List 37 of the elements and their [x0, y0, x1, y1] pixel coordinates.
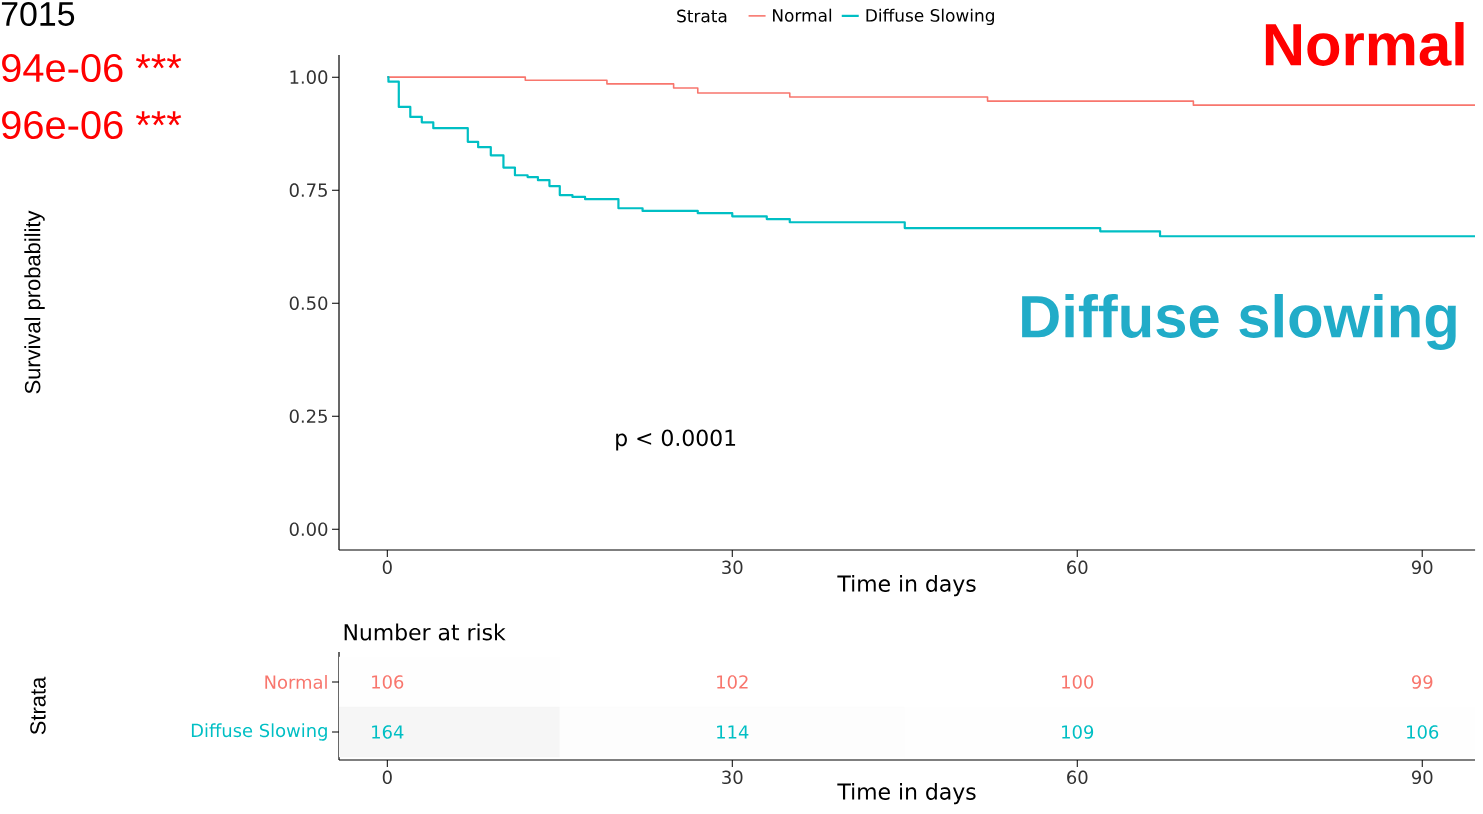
y-tick-label: 0.25: [289, 409, 327, 423]
y-axis-title: Survival probability: [24, 210, 45, 394]
text: 7015: [1, 1, 75, 26]
legend-label: Diffuse Slowing: [866, 8, 994, 26]
data-label: 102: [717, 675, 748, 689]
text: 96e-06 ***: [2, 110, 182, 140]
legend-title: Strata: [677, 9, 727, 23]
data-label: 99: [1411, 675, 1433, 689]
x-tick-label: 90: [1411, 770, 1433, 785]
x-tick-label: 30: [722, 560, 743, 575]
x-tick-label: 30: [722, 770, 743, 785]
annotation: Diffuse slowing: [1022, 294, 1456, 350]
data-label: 106: [372, 675, 404, 689]
y-tick-label: 0.75: [289, 183, 327, 197]
text: 94e-06 ***: [2, 53, 182, 83]
data-label: 106: [1407, 725, 1439, 739]
x-tick-label: 60: [1067, 560, 1088, 575]
y-axis-title: Strata: [30, 676, 46, 735]
x-tick-label: 90: [1411, 560, 1433, 575]
y-tick-label: Normal: [265, 675, 327, 689]
x-tick-label: 0: [382, 560, 392, 575]
x-tick-label: 0: [382, 770, 392, 785]
data-label: 109: [1062, 725, 1094, 739]
annotation: p < 0.0001: [616, 429, 736, 451]
y-tick-label: 1.00: [290, 70, 328, 84]
data-label: 164: [372, 725, 404, 739]
chart-title: Number at risk: [344, 623, 506, 641]
y-tick-label: Diffuse Slowing: [191, 723, 327, 741]
y-tick-label: 0.50: [289, 296, 328, 310]
y-tick-label: 0.00: [289, 522, 328, 536]
x-axis-title: Time in days: [837, 574, 976, 597]
data-label: 114: [717, 725, 749, 739]
data-label: 100: [1062, 675, 1094, 689]
x-tick-label: 60: [1067, 770, 1088, 785]
annotation: Normal: [1265, 22, 1464, 66]
legend-label: Normal: [773, 8, 832, 22]
x-axis-title: Time in days: [837, 782, 976, 805]
